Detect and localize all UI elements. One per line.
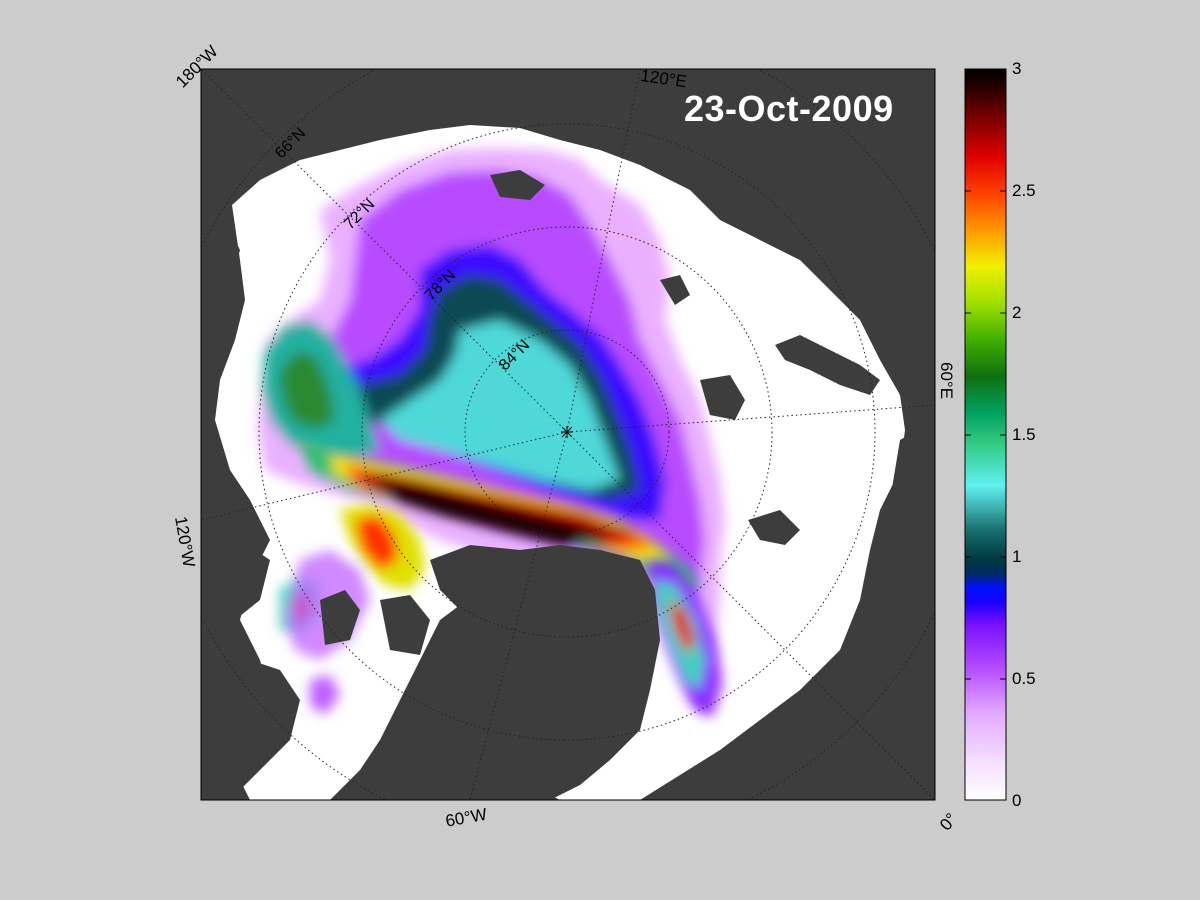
colorbar-tick-2-5: 2.5 [1012, 181, 1036, 200]
novaya-zemlya-land [775, 335, 880, 395]
colorbar [964, 68, 1007, 801]
colorbar-tick-0: 0 [1012, 791, 1022, 810]
scandinavia-land [850, 420, 935, 800]
graticule [201, 69, 935, 800]
svalbard-land [700, 375, 745, 420]
colorbar-tick-0-5: 0.5 [1012, 669, 1036, 688]
eurasia-land [600, 69, 935, 330]
lon-label-60e: 60°E [937, 362, 956, 400]
north-pole-marker [561, 426, 573, 438]
map-frame [200, 68, 936, 801]
colorbar-tick-1-5: 1.5 [1012, 425, 1036, 444]
thick-ice-band [300, 440, 700, 590]
ice-thickness-field [258, 148, 725, 720]
colorbar-tick-3: 3 [1012, 59, 1022, 78]
date-label: 23-Oct-2009 [684, 88, 894, 129]
colorbar-tick-2: 2 [1012, 303, 1022, 322]
alaska-land [201, 69, 320, 200]
canada-land [201, 540, 300, 800]
greenland-land [420, 545, 660, 800]
map-canvas [201, 69, 935, 800]
east-greenland-ice [650, 560, 720, 715]
colorbar-ticks [965, 190, 1006, 680]
colorbar-tick-1: 1 [1012, 547, 1022, 566]
